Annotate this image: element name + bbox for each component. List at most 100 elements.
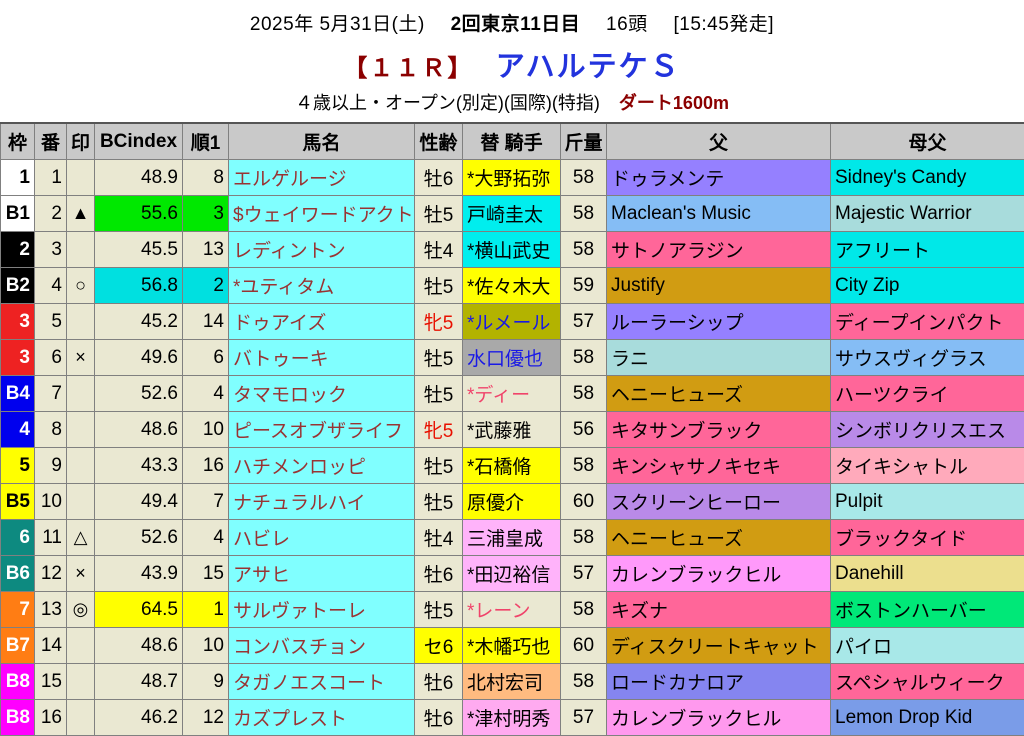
rank-cell: 3	[183, 196, 229, 232]
rank-cell: 16	[183, 448, 229, 484]
jockey-cell[interactable]: *レーン	[463, 592, 561, 628]
frame-cell: 1	[1, 160, 35, 196]
number-cell: 4	[35, 268, 67, 304]
bcindex-cell: 45.2	[95, 304, 183, 340]
column-header-damsire: 母父	[831, 123, 1024, 160]
frame-cell: 2	[1, 232, 35, 268]
sex-age-cell: 牝5	[415, 412, 463, 448]
number-cell: 2	[35, 196, 67, 232]
mark-cell	[67, 664, 95, 700]
rank-cell: 8	[183, 160, 229, 196]
jockey-cell[interactable]: 原優介	[463, 484, 561, 520]
weight-cell: 58	[561, 520, 607, 556]
mark-cell: ×	[67, 556, 95, 592]
jockey-cell[interactable]: *田辺裕信	[463, 556, 561, 592]
sex-age-cell: 牡5	[415, 196, 463, 232]
jockey-cell[interactable]: 北村宏司	[463, 664, 561, 700]
jockey-cell[interactable]: *木幡巧也	[463, 628, 561, 664]
sex-age-cell: 牡5	[415, 484, 463, 520]
horse-name-cell[interactable]: ピースオブザライフ	[229, 412, 415, 448]
horse-name-cell[interactable]: *ユティタム	[229, 268, 415, 304]
jockey-cell[interactable]: 戸崎圭太	[463, 196, 561, 232]
damsire-cell: Majestic Warrior	[831, 196, 1024, 232]
start-time: [15:45発走]	[673, 14, 774, 35]
rank-cell: 2	[183, 268, 229, 304]
damsire-cell: タイキシャトル	[831, 448, 1024, 484]
mark-cell	[67, 448, 95, 484]
horse-name-cell[interactable]: ドゥアイズ	[229, 304, 415, 340]
mark-cell	[67, 376, 95, 412]
weight-cell: 58	[561, 592, 607, 628]
weight-cell: 57	[561, 304, 607, 340]
rank-cell: 10	[183, 412, 229, 448]
condition-line: ４歳以上・オープン(別定)(国際)(特指) ダート1600m	[0, 89, 1024, 115]
mark-cell: △	[67, 520, 95, 556]
horse-name-cell[interactable]: ナチュラルハイ	[229, 484, 415, 520]
number-cell: 7	[35, 376, 67, 412]
weight-cell: 60	[561, 628, 607, 664]
horse-name-cell[interactable]: $ウェイワードアクト	[229, 196, 415, 232]
damsire-cell: Lemon Drop Kid	[831, 700, 1024, 736]
frame-cell: B6	[1, 556, 35, 592]
race-date: 2025年 5月31日(土)	[250, 14, 425, 35]
horse-name-cell[interactable]: ハビレ	[229, 520, 415, 556]
horse-name-cell[interactable]: レディントン	[229, 232, 415, 268]
number-cell: 10	[35, 484, 67, 520]
rank-cell: 13	[183, 232, 229, 268]
damsire-cell: City Zip	[831, 268, 1024, 304]
horse-name-cell[interactable]: アサヒ	[229, 556, 415, 592]
horse-name-cell[interactable]: コンバスチョン	[229, 628, 415, 664]
frame-cell: 4	[1, 412, 35, 448]
race-conditions: ４歳以上・オープン(別定)(国際)(特指)	[295, 93, 600, 113]
sex-age-cell: 牡5	[415, 340, 463, 376]
column-header-frame: 枠	[1, 123, 35, 160]
number-cell: 12	[35, 556, 67, 592]
frame-cell: B8	[1, 664, 35, 700]
damsire-cell: ハーツクライ	[831, 376, 1024, 412]
mark-cell: ○	[67, 268, 95, 304]
sire-cell: Maclean's Music	[607, 196, 831, 232]
jockey-cell[interactable]: 水口優也	[463, 340, 561, 376]
meeting-info: 2回東京11日目	[451, 14, 581, 35]
horse-name-cell[interactable]: バトゥーキ	[229, 340, 415, 376]
sire-cell: ヘニーヒューズ	[607, 520, 831, 556]
jockey-cell[interactable]: *大野拓弥	[463, 160, 561, 196]
jockey-cell[interactable]: *津村明秀	[463, 700, 561, 736]
jockey-cell[interactable]: *ルメール	[463, 304, 561, 340]
horse-name-cell[interactable]: サルヴァトーレ	[229, 592, 415, 628]
horse-name-cell[interactable]: ハチメンロッピ	[229, 448, 415, 484]
bcindex-cell: 55.6	[95, 196, 183, 232]
damsire-cell: Danehill	[831, 556, 1024, 592]
sex-age-cell: 牡4	[415, 232, 463, 268]
number-cell: 1	[35, 160, 67, 196]
damsire-cell: サウスヴィグラス	[831, 340, 1024, 376]
number-cell: 5	[35, 304, 67, 340]
sex-age-cell: セ6	[415, 628, 463, 664]
horse-name-cell[interactable]: タガノエスコート	[229, 664, 415, 700]
horse-name-cell[interactable]: カズプレスト	[229, 700, 415, 736]
rank-cell: 1	[183, 592, 229, 628]
jockey-cell[interactable]: *佐々木大	[463, 268, 561, 304]
frame-cell: B1	[1, 196, 35, 232]
horse-name-cell[interactable]: エルゲルージ	[229, 160, 415, 196]
header-row: 枠 番 印 BCindex 順1 馬名 性齢 替 騎手 斤量 父 母父	[1, 123, 1024, 160]
jockey-cell[interactable]: 三浦皇成	[463, 520, 561, 556]
weight-cell: 57	[561, 700, 607, 736]
horse-name-cell[interactable]: タマモロック	[229, 376, 415, 412]
jockey-cell[interactable]: *石橋脩	[463, 448, 561, 484]
bcindex-cell: 56.8	[95, 268, 183, 304]
sire-cell: ディスクリートキャット	[607, 628, 831, 664]
damsire-cell: スペシャルウィーク	[831, 664, 1024, 700]
rank-cell: 10	[183, 628, 229, 664]
jockey-cell[interactable]: *横山武史	[463, 232, 561, 268]
jockey-cell[interactable]: *ディー	[463, 376, 561, 412]
sire-cell: サトノアラジン	[607, 232, 831, 268]
jockey-cell[interactable]: *武藤雅	[463, 412, 561, 448]
